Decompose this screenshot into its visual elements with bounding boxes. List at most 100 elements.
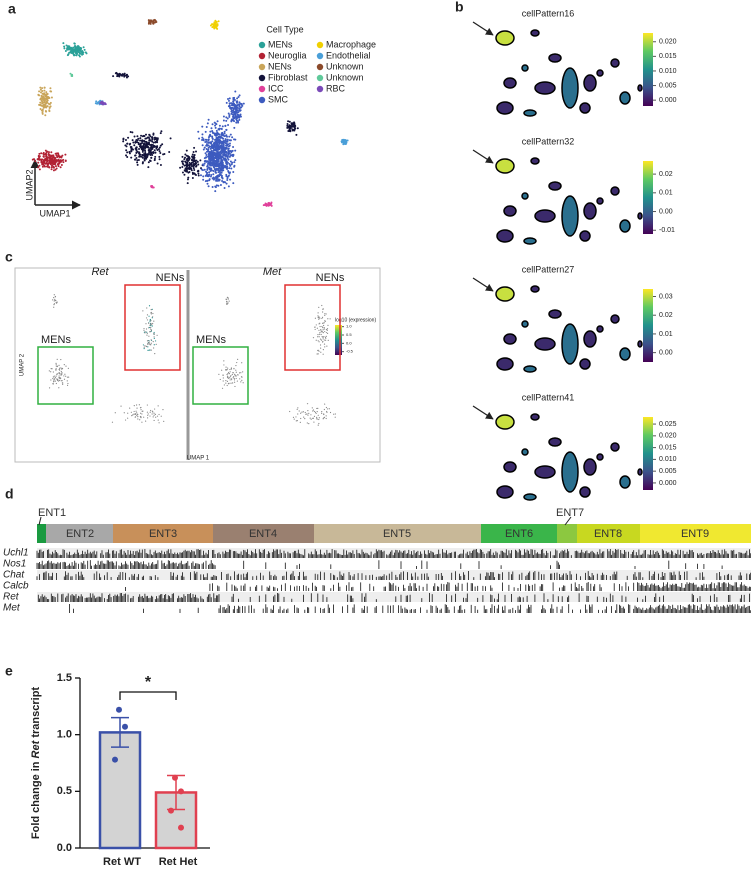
cell-dot: [141, 413, 143, 415]
cell-dot: [215, 146, 218, 149]
cell-dot: [70, 51, 73, 54]
expression-track: [36, 549, 751, 558]
cell-dot: [230, 367, 233, 369]
cell-dot: [137, 137, 140, 140]
cell-dot: [227, 99, 230, 102]
cell-dot: [307, 410, 309, 412]
cell-dot: [120, 405, 122, 407]
cell-dot: [39, 88, 42, 91]
cell-dot: [235, 100, 238, 103]
cell-dot: [318, 418, 320, 421]
cell-dot: [213, 133, 216, 136]
cell-dot: [222, 119, 225, 122]
axis-label: UMAP 2: [20, 353, 26, 376]
cell-dot: [214, 126, 217, 129]
cell-dot: [112, 75, 115, 78]
cell-dot: [55, 365, 57, 367]
cell-dot: [61, 373, 63, 375]
arrow: [472, 149, 494, 164]
cell-dot: [153, 333, 155, 335]
cell-dot: [205, 143, 208, 146]
cell-dot: [233, 102, 236, 105]
cell-dot: [69, 72, 72, 75]
cell-dot: [188, 170, 191, 173]
cell-dot: [327, 318, 329, 320]
cell-dot: [228, 142, 231, 145]
cell-dot: [37, 166, 40, 169]
cell-dot: [313, 410, 316, 413]
cell-dot: [41, 108, 44, 111]
cell-dot: [53, 375, 55, 377]
cell-dot: [326, 328, 329, 330]
cell-dot: [320, 351, 322, 353]
cell-dot: [153, 138, 156, 141]
cell-dot: [68, 376, 70, 378]
legend-label: Macrophage: [326, 39, 376, 49]
cell-dot: [146, 331, 148, 333]
cell-dot: [321, 317, 323, 320]
cell-dot: [326, 408, 329, 410]
cell-dot: [323, 343, 326, 345]
cell-dot: [219, 167, 222, 170]
cell-dot: [319, 322, 321, 324]
cell-dot: [152, 312, 154, 315]
pattern-blob: [637, 84, 643, 92]
cell-dot: [126, 142, 129, 145]
cell-dot: [238, 101, 241, 104]
cell-dot: [133, 410, 135, 413]
cell-dot: [232, 171, 235, 174]
cell-dot: [234, 107, 237, 110]
cell-dot: [60, 373, 62, 375]
cell-dot: [145, 328, 148, 330]
cell-dot: [114, 412, 116, 414]
cell-dot: [318, 417, 320, 419]
cell-dot: [312, 410, 314, 412]
cluster-label: ENT5: [383, 528, 411, 540]
cell-dot: [141, 410, 143, 412]
cell-dot: [150, 143, 153, 146]
cell-dot: [325, 339, 327, 341]
cell-dot: [59, 376, 61, 379]
cell-dot: [214, 165, 217, 168]
cell-dot: [150, 320, 152, 322]
expression-track: [37, 593, 750, 602]
cell-dot: [304, 411, 306, 414]
cell-dot: [131, 414, 133, 417]
cell-dot: [136, 150, 139, 153]
colorbar-tick-label: 0.02: [659, 312, 673, 319]
cell-dot: [234, 159, 237, 162]
cell-dot: [228, 115, 231, 118]
facet-title: Ret: [91, 266, 109, 278]
cell-dot: [295, 416, 297, 418]
cell-dot: [135, 138, 138, 141]
cell-dot: [270, 204, 273, 207]
cell-dot: [37, 161, 40, 164]
cell-dot: [235, 375, 237, 377]
cell-dot: [149, 331, 151, 333]
cell-dot: [228, 171, 231, 174]
cell-dot: [153, 320, 155, 322]
cell-dot: [151, 410, 154, 412]
cell-dot: [83, 48, 86, 51]
cell-dot: [207, 144, 210, 147]
cell-dot: [291, 125, 294, 128]
cell-dot: [52, 299, 54, 301]
cell-dot: [201, 144, 204, 147]
cell-dot: [201, 169, 204, 172]
cell-dot: [318, 306, 320, 308]
cluster: [37, 86, 53, 117]
cell-dot: [134, 413, 136, 415]
panel-label: b: [455, 0, 464, 15]
cell-dot: [223, 132, 226, 135]
cell-dot: [66, 380, 68, 382]
cell-dot: [56, 301, 58, 303]
cell-dot: [67, 382, 69, 385]
cell-dot: [221, 177, 224, 180]
cell-dot: [160, 130, 163, 133]
cell-dot: [239, 115, 242, 118]
cell-dot: [208, 173, 211, 176]
y-axis-label-part: Fold change in: [30, 758, 42, 839]
cluster: [262, 201, 273, 207]
cell-dot: [217, 20, 220, 23]
cell-dot: [149, 320, 151, 322]
